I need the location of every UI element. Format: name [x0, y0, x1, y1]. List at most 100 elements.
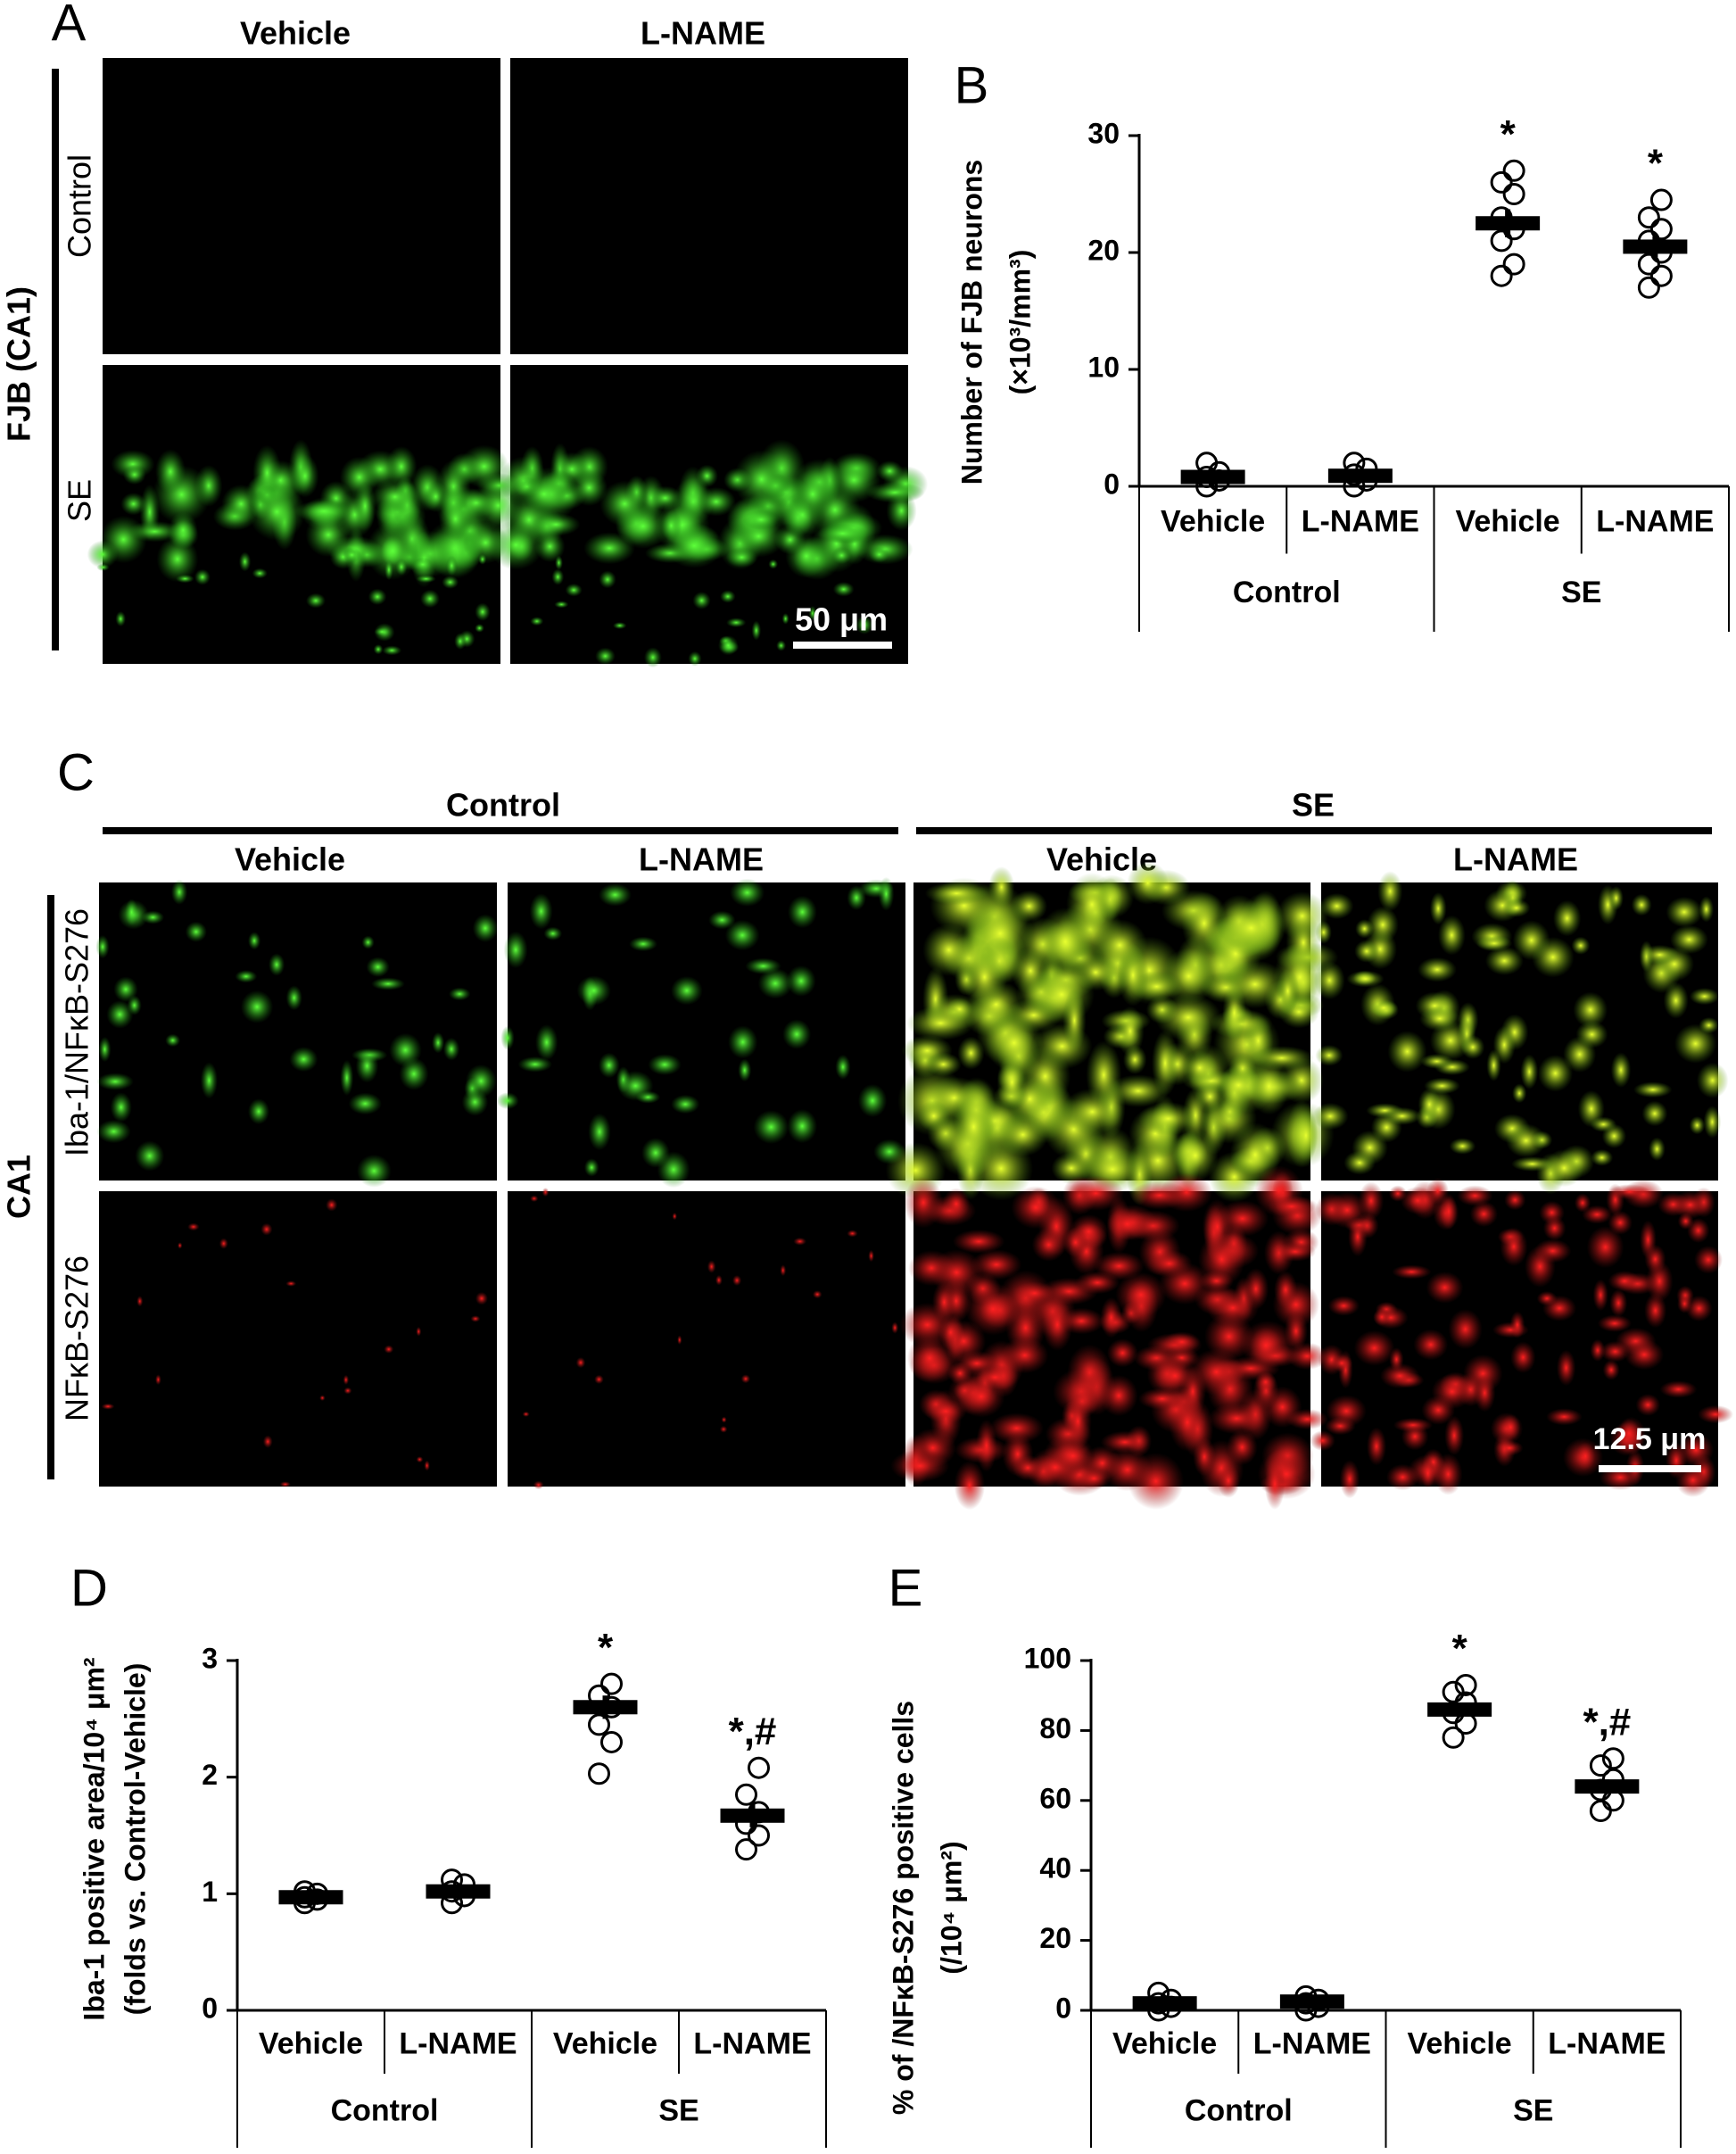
cell [954, 1461, 986, 1511]
scale-label: 50 μm [795, 601, 888, 638]
cell [247, 932, 261, 950]
column-header: Vehicle [235, 841, 345, 878]
mean-bar [720, 1808, 785, 1823]
cell [445, 555, 458, 576]
cell [1474, 1373, 1496, 1413]
data-point [1601, 1747, 1624, 1770]
cell [1062, 1227, 1088, 1258]
cell [793, 1237, 807, 1246]
data-point [600, 1672, 623, 1695]
cell [1058, 1307, 1104, 1335]
cell [1575, 1020, 1608, 1048]
cell [1216, 1065, 1261, 1105]
cell [356, 1154, 392, 1188]
cell [671, 1094, 700, 1114]
cell [847, 885, 866, 911]
annotation: * [1648, 142, 1664, 186]
cell [1476, 934, 1513, 952]
cell [868, 1249, 874, 1263]
cell [442, 575, 459, 589]
mean-bar [278, 1890, 343, 1905]
cell [1500, 1227, 1528, 1267]
cell [155, 449, 186, 494]
cell [1440, 1193, 1458, 1230]
cell [416, 575, 436, 584]
data-point [1649, 188, 1673, 211]
cell [1130, 1181, 1189, 1210]
cell [1222, 960, 1288, 1009]
x-tick-label: Vehicle [259, 2026, 363, 2060]
cell [1633, 1081, 1673, 1098]
cell [1674, 1023, 1717, 1064]
cell [1339, 1460, 1360, 1499]
x-tick-label: Vehicle [1112, 2026, 1217, 2060]
cell [962, 946, 1007, 1008]
y-tick-label: 80 [1039, 1712, 1071, 1744]
cell [1254, 1371, 1277, 1393]
y-tick-label: 20 [1087, 234, 1120, 266]
cell [1641, 1100, 1668, 1127]
data-point [1637, 206, 1660, 229]
cell [1608, 886, 1624, 911]
cell [219, 1238, 228, 1249]
cell [475, 1291, 488, 1305]
cell [732, 1274, 742, 1287]
cell [575, 1356, 586, 1369]
cell [289, 1047, 318, 1073]
data-point [1502, 183, 1525, 205]
cell [1420, 1458, 1435, 1489]
y-tick-label: 0 [1055, 1992, 1071, 2024]
cell [1504, 1189, 1526, 1211]
cell [1573, 991, 1608, 1029]
cell [1042, 1298, 1073, 1351]
panel-label: A [52, 0, 87, 52]
y-axis-label: (/10⁴ μm²) [935, 1841, 967, 1974]
cell [412, 557, 434, 572]
cell [707, 1260, 716, 1273]
cell [922, 924, 976, 976]
cell [170, 879, 188, 905]
x-tick-label: Vehicle [1408, 2026, 1512, 2060]
data-point [748, 1824, 770, 1847]
cell [588, 1113, 611, 1151]
cell [1151, 1030, 1179, 1097]
cell [1509, 1311, 1525, 1339]
y-tick-label: 20 [1039, 1922, 1071, 1954]
cell [924, 882, 988, 906]
cell [1659, 1380, 1698, 1398]
x-tick-label: Vehicle [1161, 505, 1265, 539]
cell [1602, 1359, 1620, 1380]
cell [1703, 1106, 1722, 1139]
cell [1199, 1270, 1234, 1292]
cell [1076, 1467, 1112, 1490]
column-header: Vehicle [240, 15, 351, 52]
cell [1520, 1054, 1539, 1089]
cell [719, 1425, 728, 1433]
cell [942, 1188, 971, 1221]
cell [342, 547, 361, 563]
y-axis-label: Number of FJB neurons [955, 160, 988, 485]
cell [98, 1036, 112, 1063]
cell [696, 486, 736, 517]
cell [570, 469, 608, 507]
cell [1216, 899, 1286, 957]
column-header: L-NAME [641, 15, 765, 52]
cell [724, 919, 760, 951]
cell [1608, 1184, 1651, 1200]
data-point [1637, 276, 1660, 299]
cell [1663, 982, 1689, 1019]
cell [1276, 891, 1328, 941]
cell [1575, 1442, 1595, 1471]
cell [790, 469, 835, 519]
cell [496, 1092, 519, 1110]
mean-bar [1327, 468, 1393, 484]
cell [1206, 1288, 1260, 1328]
cell [989, 1413, 1045, 1444]
cell [470, 1315, 481, 1322]
cell [530, 617, 544, 626]
y-tick-label: 40 [1039, 1852, 1071, 1885]
cell [438, 496, 473, 542]
cell [305, 512, 351, 558]
cell [1426, 1272, 1464, 1304]
